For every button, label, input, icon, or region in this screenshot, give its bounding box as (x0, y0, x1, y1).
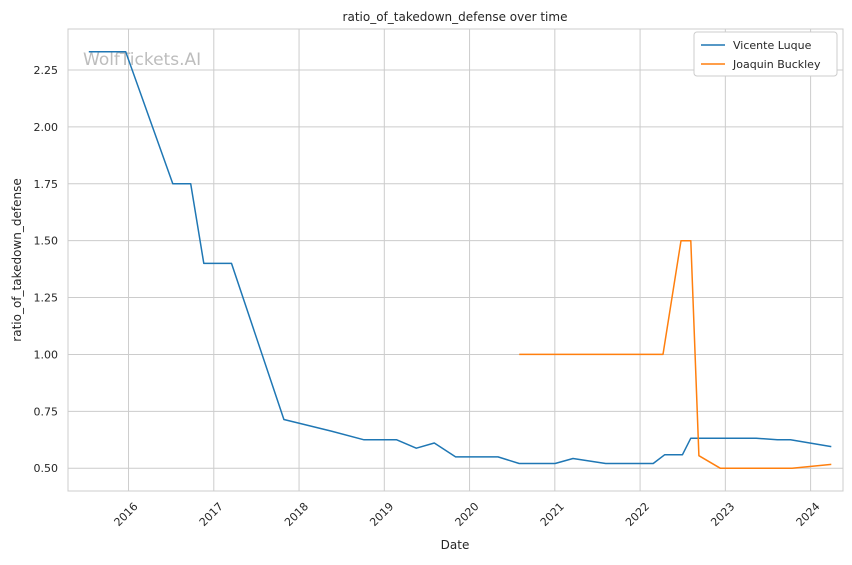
y-tick-label: 1.00 (34, 348, 59, 361)
y-tick-label: 0.75 (34, 405, 59, 418)
y-tick-label: 2.25 (34, 64, 59, 77)
y-axis-label: ratio_of_takedown_defense (10, 178, 24, 341)
y-tick-label: 1.25 (34, 292, 59, 305)
series-line-vicente-luque (88, 51, 832, 465)
legend-label-joaquin-buckley: Joaquin Buckley (732, 58, 821, 71)
plot-area (67, 28, 844, 492)
legend: Vicente Luque Joaquin Buckley (693, 31, 838, 77)
y-tick-label: 0.50 (34, 462, 59, 475)
series-lines (88, 51, 832, 469)
y-tick-label: 2.00 (34, 121, 59, 134)
y-tick-label: 1.50 (34, 235, 59, 248)
y-tick-label: 1.75 (34, 178, 59, 191)
legend-box (693, 31, 838, 77)
watermark-text: WolfTickets.AI (83, 50, 201, 70)
grid-lines (68, 29, 843, 491)
series-line-joaquin-buckley (519, 239, 832, 469)
chart-title: ratio_of_takedown_defense over time (343, 10, 568, 24)
x-axis-label: Date (441, 538, 470, 552)
legend-label-vicente-luque: Vicente Luque (733, 39, 812, 52)
